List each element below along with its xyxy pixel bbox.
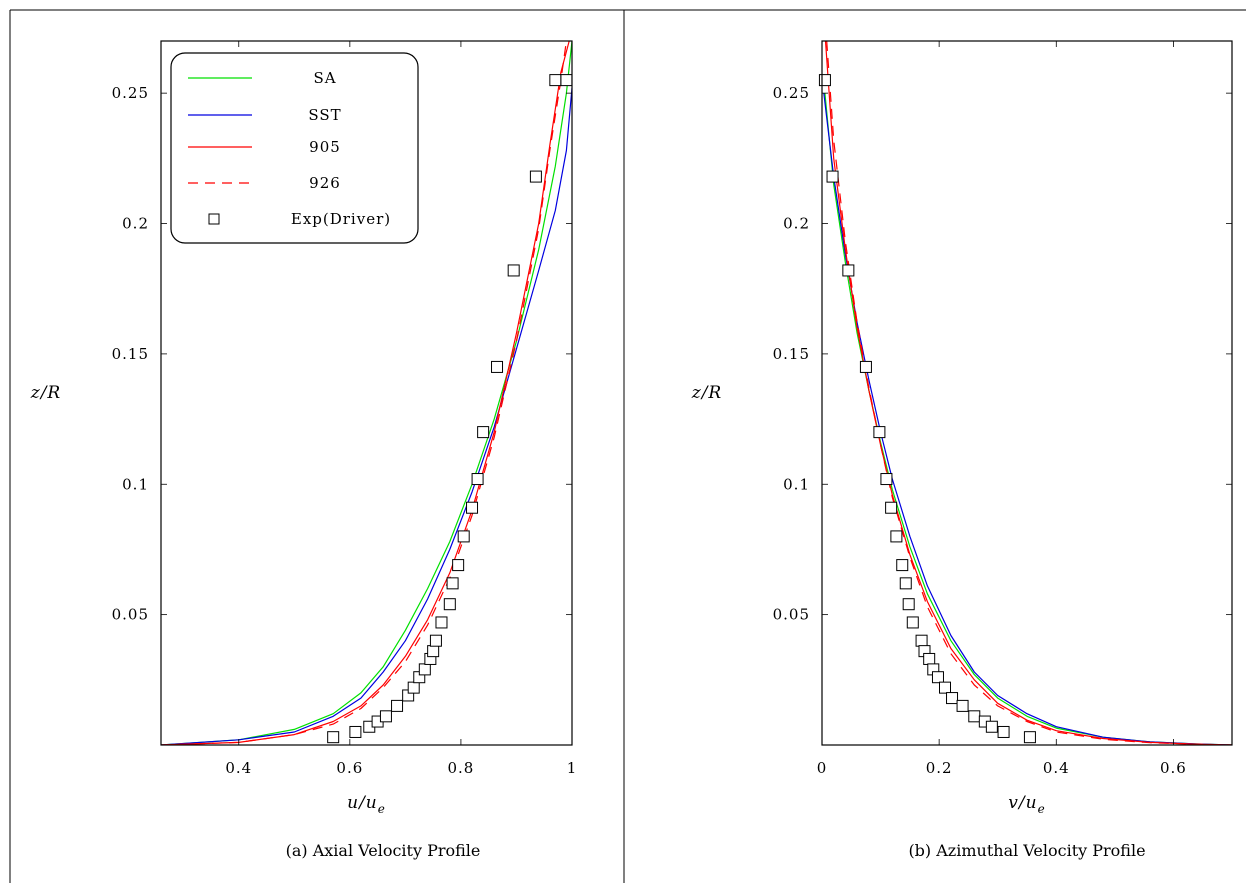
point-exp-driver xyxy=(471,473,484,486)
point-exp-driver xyxy=(842,264,855,277)
y-tick-label: 0.1 xyxy=(783,475,810,493)
point-exp-driver xyxy=(906,616,919,629)
y-tick-label: 0.15 xyxy=(773,345,810,363)
y-tick-label: 0.2 xyxy=(783,215,810,233)
point-exp-driver xyxy=(349,725,362,738)
point-exp-driver xyxy=(429,634,442,647)
point-exp-driver xyxy=(446,577,459,590)
x-tick-label: 0.6 xyxy=(1160,759,1187,777)
point-exp-driver xyxy=(477,426,490,439)
legend-label-sst: SST xyxy=(308,106,341,124)
legend-label-sa: SA xyxy=(313,69,336,87)
point-exp-driver xyxy=(946,692,959,705)
series-line-sst xyxy=(161,87,572,745)
y-tick-label: 0.05 xyxy=(112,606,149,624)
figure-caption: (a) Axial Velocity Profile xyxy=(286,841,481,860)
series-line-905 xyxy=(161,41,570,745)
legend-label-905: 905 xyxy=(309,138,341,156)
series-line-sa xyxy=(824,93,1232,745)
series-line-905 xyxy=(824,41,1232,745)
figure-caption: (b) Azimuthal Velocity Profile xyxy=(908,841,1145,860)
x-axis-label-subscript: e xyxy=(1038,802,1046,816)
legend-label-926: 926 xyxy=(309,174,341,192)
plot-area-frame xyxy=(160,40,573,746)
point-exp-driver xyxy=(997,725,1010,738)
point-exp-driver xyxy=(899,577,912,590)
legend-label-exp: Exp(Driver) xyxy=(291,210,391,228)
point-exp-driver xyxy=(873,426,886,439)
point-exp-driver xyxy=(931,671,944,684)
panel-azimuthal-velocity: 0 0.2 0.4 0.6 0.05 0.1 0.15 0.2 0.25 z/R v/ue (b) A… xyxy=(691,40,1233,860)
point-exp-driver xyxy=(956,699,969,712)
point-exp-driver xyxy=(327,731,340,744)
point-exp-driver xyxy=(923,652,936,665)
point-exp-driver xyxy=(529,170,542,183)
x-tick-label: 0.4 xyxy=(1043,759,1070,777)
x-axis-label-subscript: e xyxy=(378,802,386,816)
point-exp-driver xyxy=(418,663,431,676)
x-tick-label: 0 xyxy=(817,759,828,777)
series-line-926 xyxy=(826,41,1232,745)
y-axis-label: z/R xyxy=(691,383,722,403)
point-exp-driver xyxy=(549,74,562,87)
point-exp-driver xyxy=(896,559,909,572)
panel-axial-velocity: 0.4 0.6 0.8 1 0.05 0.1 0.15 0.2 0.25 z/R u/ue (a) A… xyxy=(30,40,578,860)
plot-area-frame xyxy=(821,40,1233,746)
point-exp-driver xyxy=(885,501,898,514)
y-tick-label: 0.25 xyxy=(773,84,810,102)
point-exp-driver xyxy=(407,681,420,694)
point-exp-driver xyxy=(939,681,951,694)
y-tick-label: 0.05 xyxy=(773,606,810,624)
point-exp-driver xyxy=(507,264,520,277)
point-exp-driver xyxy=(880,473,893,486)
point-exp-driver xyxy=(457,530,470,543)
point-exp-driver xyxy=(427,645,440,658)
series-line-sa xyxy=(161,41,572,745)
point-exp-driver xyxy=(391,699,404,712)
x-tick-label: 0.6 xyxy=(336,759,363,777)
y-tick-label: 0.25 xyxy=(112,84,149,102)
point-exp-driver xyxy=(435,616,448,629)
series-line-sst xyxy=(823,93,1232,745)
point-exp-driver xyxy=(560,74,573,87)
point-exp-driver xyxy=(818,74,831,87)
point-exp-driver xyxy=(915,634,928,647)
x-tick-label: 0.2 xyxy=(926,759,953,777)
x-tick-label: 0.8 xyxy=(447,759,474,777)
point-exp-driver xyxy=(968,710,981,723)
point-exp-driver xyxy=(826,170,839,183)
point-exp-driver xyxy=(859,360,872,373)
point-exp-driver xyxy=(379,710,392,723)
legend: SA SST 905 926 Exp(Driver) xyxy=(170,52,419,244)
series-group xyxy=(161,41,572,745)
y-tick-label: 0.15 xyxy=(112,345,149,363)
x-tick-label: 0.4 xyxy=(225,759,252,777)
point-exp-driver xyxy=(902,598,915,611)
point-exp-driver xyxy=(1023,731,1036,744)
point-exp-driver xyxy=(890,530,903,543)
x-axis-label: u/ue xyxy=(347,793,386,816)
legend-box xyxy=(170,52,419,244)
series-line-926 xyxy=(161,41,567,745)
point-exp-driver xyxy=(985,720,998,733)
y-tick-label: 0.2 xyxy=(122,215,149,233)
point-exp-driver xyxy=(443,598,456,611)
legend-swatch-exp xyxy=(208,213,220,225)
point-exp-driver xyxy=(491,360,504,373)
y-axis-label: z/R xyxy=(30,383,61,403)
y-tick-label: 0.1 xyxy=(122,475,149,493)
x-axis-label: v/ue xyxy=(1008,793,1045,816)
point-exp-driver xyxy=(452,559,465,572)
x-tick-label: 1 xyxy=(567,759,578,777)
series-group xyxy=(823,41,1232,745)
point-exp-driver xyxy=(466,501,479,514)
